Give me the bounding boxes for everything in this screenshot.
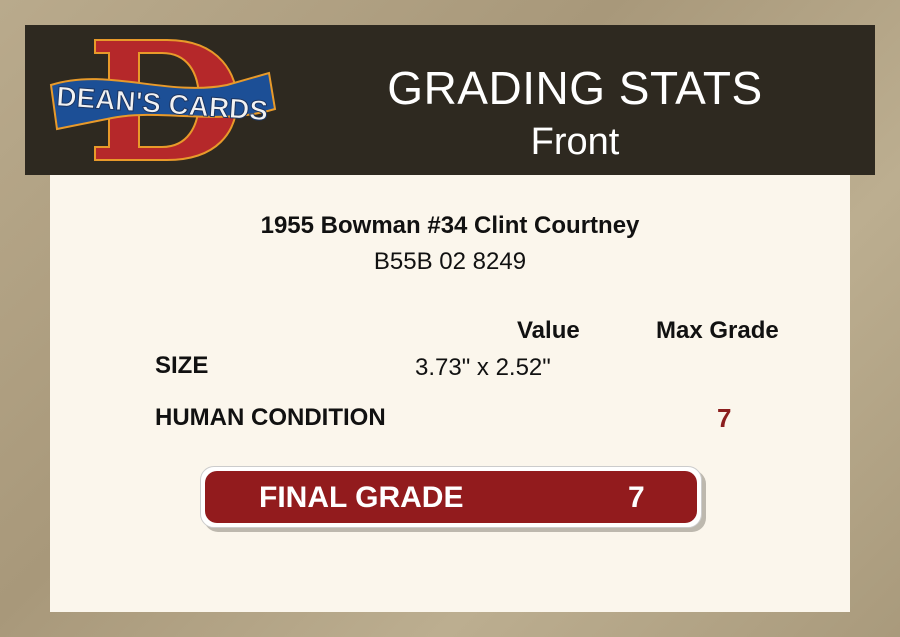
deans-cards-logo: DEAN'S CARDS [49,39,277,161]
cert-number: B55B 02 8249 [373,248,527,275]
final-grade-label: FINAL GRADE [259,481,464,514]
column-header-value: Value [517,317,580,344]
row-label-human-condition: HUMAN CONDITION [155,404,386,431]
card-name: 1955 Bowman #34 Clint Courtney [260,212,640,239]
header-banner: DEAN'S CARDS GRADING STATS Front [25,25,875,175]
row-label-size: SIZE [155,352,209,379]
grading-panel: 1955 Bowman #34 Clint Courtney B55B 02 8… [50,175,850,612]
row-max-grade-human-condition: 7 [717,403,732,433]
column-header-max-grade: Max Grade [656,317,779,344]
row-value-size: 3.73" x 2.52" [415,354,551,381]
page-title: GRADING STATS [387,62,763,114]
page-subtitle: Front [530,121,620,163]
final-grade-bar: FINAL GRADE 7 [200,466,702,528]
final-grade-value: 7 [628,481,645,514]
